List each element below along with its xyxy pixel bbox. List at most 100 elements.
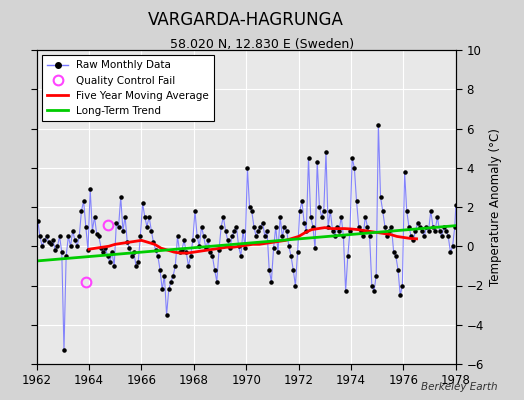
Point [363,224,372,230]
Point [254,227,263,234]
Point [165,286,173,293]
Point [355,224,363,230]
Point [442,227,450,234]
Point [208,253,216,259]
Point [189,237,197,244]
Point [350,164,358,171]
Point [256,224,265,230]
Point [243,164,252,171]
Point [228,233,236,240]
Point [58,249,66,255]
Point [45,239,53,246]
Point [193,233,201,240]
Point [129,249,138,255]
Point [326,208,334,214]
Point [444,233,452,240]
Point [176,249,184,255]
Point [180,237,188,244]
Point [271,224,280,230]
Point [449,243,457,250]
Point [125,245,134,252]
Point [427,208,435,214]
Point [381,224,389,230]
Point [211,267,219,273]
Point [80,198,88,204]
Point [315,204,324,210]
Point [361,214,369,220]
Point [99,249,107,255]
Point [221,227,230,234]
Point [173,233,182,240]
Point [103,253,112,259]
Point [280,224,289,230]
Point [121,214,129,220]
Point [291,282,300,289]
Point [147,227,156,234]
Point [435,227,444,234]
Point [424,227,433,234]
Point [245,204,254,210]
Point [300,220,308,226]
Point [250,224,258,230]
Point [385,227,394,234]
Point [372,272,380,279]
Point [387,224,396,230]
Point [101,245,110,252]
Point [162,312,171,318]
Point [151,247,160,253]
Point [138,200,147,206]
Point [307,214,315,220]
Point [187,253,195,259]
Point [56,233,64,240]
Point [258,220,267,226]
Point [49,237,57,244]
Point [320,208,328,214]
Point [108,249,116,255]
Point [53,243,62,250]
Point [62,253,70,259]
Point [184,263,193,269]
Point [106,259,114,265]
Point [431,227,439,234]
Point [302,227,311,234]
Point [413,220,422,226]
Point [411,227,420,234]
Point [359,233,367,240]
Point [36,233,44,240]
Point [64,233,72,240]
Point [331,233,339,240]
Point [237,253,245,259]
Point [73,243,81,250]
Point [136,233,145,240]
Point [337,214,345,220]
Point [47,241,55,248]
Point [234,243,243,250]
Point [394,267,402,273]
Point [71,237,79,244]
Point [298,198,306,204]
Legend: Raw Monthly Data, Quality Control Fail, Five Year Moving Average, Long-Term Tren: Raw Monthly Data, Quality Control Fail, … [42,55,214,121]
Point [247,208,256,214]
Point [206,249,214,255]
Point [451,224,459,230]
Title: VARGARDA-HAGRUNGA: VARGARDA-HAGRUNGA [148,11,344,29]
Point [86,186,94,192]
Point [171,263,180,269]
Point [420,233,429,240]
Point [95,233,103,240]
Point [396,292,405,298]
Point [282,227,291,234]
Point [276,214,285,220]
Point [239,227,247,234]
Point [318,214,326,220]
Point [333,224,341,230]
Point [400,168,409,175]
Point [202,245,210,252]
Point [287,253,295,259]
Point [241,245,249,252]
Point [344,253,352,259]
Point [158,286,167,293]
Point [38,243,46,250]
Point [378,208,387,214]
Point [167,278,175,285]
